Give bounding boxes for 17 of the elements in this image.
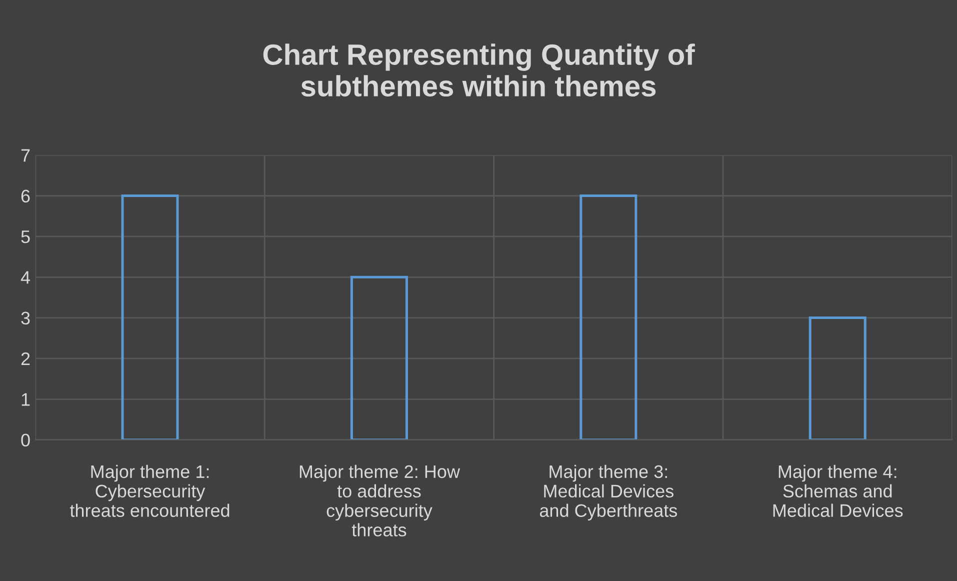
y-tick-label: 1 bbox=[22, 393, 30, 406]
y-tick-label: 2 bbox=[21, 352, 30, 366]
bar bbox=[121, 194, 179, 440]
y-tick-label: 5 bbox=[21, 230, 30, 244]
bar bbox=[580, 194, 638, 440]
y-tick-label: 7 bbox=[21, 149, 30, 162]
bar bbox=[350, 276, 408, 440]
y-tick-label: 6 bbox=[21, 190, 30, 203]
x-tick-label: Major theme 1: Cybersecurity threats encountered bbox=[70, 464, 230, 517]
bar bbox=[808, 316, 866, 440]
x-tick-label: Major theme 2: How to address cybersecurity threats bbox=[300, 464, 460, 536]
x-tick-label: Major theme 4: Schemas and Medical Devices bbox=[773, 464, 903, 517]
chart-title: Chart Representing Quantity of subthemes within themes bbox=[263, 44, 695, 97]
y-tick-label: 0 bbox=[21, 434, 30, 447]
y-tick-label: 3 bbox=[21, 312, 30, 325]
y-tick-label: 4 bbox=[20, 271, 30, 284]
x-tick-label: Major theme 3: Medical Devices and Cyberthreats bbox=[540, 464, 678, 521]
